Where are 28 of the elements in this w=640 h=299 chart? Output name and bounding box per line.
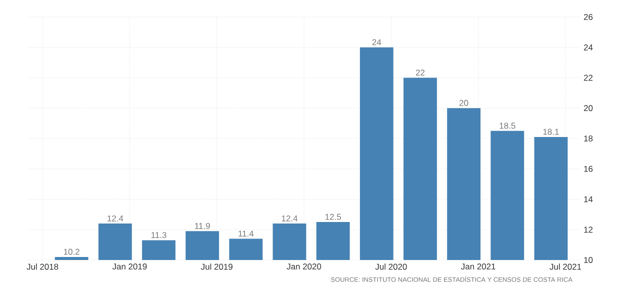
y-tick-label: 18 [584, 136, 593, 142]
data-label: 11.9 [195, 222, 210, 229]
x-tick-label: Jul 2018 [26, 264, 58, 270]
data-label: 12.5 [325, 214, 341, 220]
x-tick-label: Jul 2020 [375, 264, 407, 270]
data-label: 12.4 [108, 215, 124, 222]
y-tick-label: 26 [584, 14, 593, 20]
y-tick-label: 14 [584, 196, 593, 202]
y-tick-label: 10 [584, 257, 593, 263]
data-label: 10.2 [64, 248, 80, 255]
data-label: 11.4 [238, 230, 254, 237]
y-tick-label: 22 [584, 74, 593, 81]
data-label: 22 [416, 70, 424, 76]
y-tick-label: 24 [584, 44, 593, 50]
x-tick-label: Jan 2020 [286, 264, 322, 270]
x-tick-label: Jan 2021 [461, 264, 496, 270]
data-label: 18.5 [500, 122, 516, 129]
y-tick-label: 12 [584, 226, 593, 233]
data-label: 24 [372, 39, 382, 46]
x-tick-label: Jan 2019 [112, 264, 147, 270]
y-tick-label: 16 [584, 166, 593, 172]
x-tick-label: Jul 2021 [550, 264, 582, 270]
x-tick-label: Jul 2019 [200, 264, 232, 270]
data-label: 11.3 [151, 232, 166, 238]
data-label: 20 [460, 100, 468, 106]
y-tick-label: 20 [584, 105, 593, 112]
data-label: 18.1 [543, 128, 559, 135]
data-label: 12.4 [282, 215, 298, 222]
